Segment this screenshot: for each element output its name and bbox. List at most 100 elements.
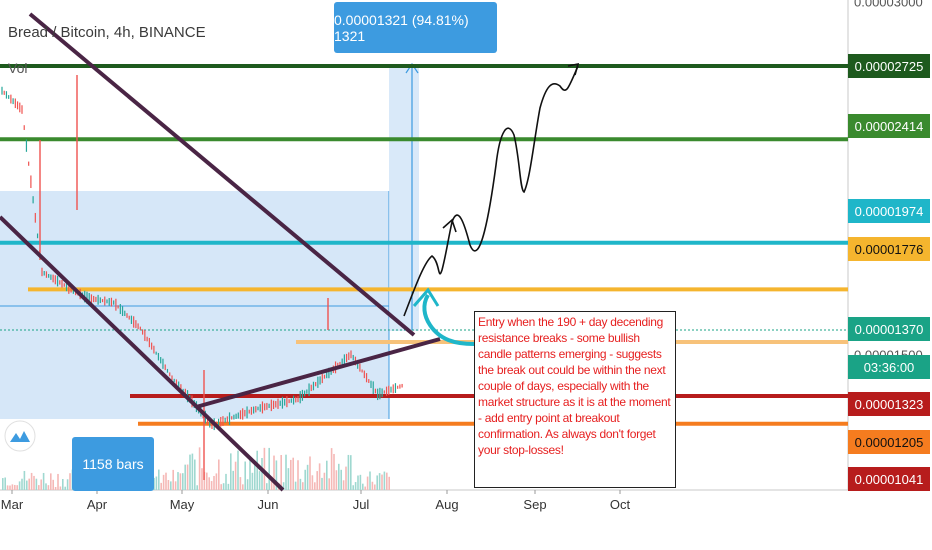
volume-bar [318, 463, 321, 490]
volume-bar [333, 453, 335, 490]
volume-bar [359, 474, 362, 490]
volume-bar [203, 471, 206, 490]
time-tick-label: May [170, 497, 195, 512]
price-tick-label: 0.00003000 [854, 0, 923, 9]
price-level-tag[interactable]: 0.00002725 [848, 54, 930, 78]
volume-bar [179, 473, 182, 490]
volume-bar [321, 477, 323, 490]
volume-bar [153, 477, 155, 490]
volume-bar [210, 481, 213, 490]
volume-bar [215, 473, 218, 490]
volume-bar [364, 486, 366, 490]
time-tick-label: Oct [610, 497, 631, 512]
volume-bar [50, 473, 52, 490]
volume-bar [45, 483, 47, 490]
volume-bar [222, 483, 225, 490]
volume-bar [381, 474, 383, 490]
volume-bar [304, 469, 306, 490]
volume-bar [287, 468, 290, 490]
volume-bar [376, 475, 378, 490]
volume-bars [2, 447, 390, 490]
volume-bar [158, 469, 160, 490]
volume-bar [201, 468, 203, 490]
volume-bar [254, 463, 256, 490]
volume-bar [347, 454, 350, 490]
volume-bar [388, 476, 390, 490]
trendline-lower-descending[interactable] [0, 215, 285, 492]
price-range-band [389, 64, 419, 331]
price-level-tag[interactable]: 0.00001974 [848, 199, 930, 223]
volume-bar [174, 481, 177, 490]
volume-bar [9, 485, 11, 490]
price-level-tag[interactable]: 0.00001041 [848, 467, 930, 491]
time-axis-labels: Mar Apr May Jun Jul Aug Sep Oct [1, 490, 631, 512]
volume-bar [357, 475, 359, 490]
volume-bar [59, 486, 62, 490]
volume-bar [186, 464, 189, 490]
volume-bar [352, 485, 354, 490]
volume-bar [242, 484, 244, 490]
volume-bar [30, 472, 33, 490]
volume-bar [206, 472, 208, 490]
volume-bar [198, 447, 201, 490]
volume-bar [225, 473, 227, 490]
volume-bar [335, 470, 338, 490]
volume-bar [330, 448, 333, 490]
tradingview-logo[interactable] [4, 420, 36, 452]
volume-bar [11, 484, 14, 490]
volume-bar [261, 457, 263, 490]
volume-bar [297, 460, 299, 490]
volume-bar [369, 471, 371, 490]
time-tick-label: Aug [435, 497, 458, 512]
volume-bar [69, 473, 71, 490]
volume-bar [280, 455, 282, 490]
volume-bar [234, 461, 237, 490]
volume-bar [155, 476, 158, 490]
volume-bar [189, 454, 191, 490]
volume-bar [35, 478, 38, 490]
volume-bar [165, 472, 167, 490]
chart-title: Bread / Bitcoin, 4h, BINANCE [8, 24, 206, 41]
volume-bar [16, 485, 18, 490]
price-level-tag[interactable]: 0.00001370 [848, 317, 930, 341]
volume-bar [232, 470, 234, 490]
volume-bar [362, 483, 364, 490]
volume-bar [64, 486, 66, 490]
price-level-tag[interactable]: 0.00001205 [848, 430, 930, 454]
projected-price-path[interactable] [403, 65, 579, 317]
volume-bar [258, 471, 261, 490]
volume-bar [213, 475, 215, 490]
volume-bar [26, 480, 28, 490]
volume-bar [54, 486, 57, 490]
volume-bar [4, 477, 6, 490]
volume-bar [383, 471, 386, 490]
volume-bar [273, 455, 275, 490]
trendline-ascending-support[interactable] [195, 337, 441, 409]
volume-bar [354, 482, 357, 490]
volume-bar [28, 478, 30, 490]
price-level-tag[interactable]: 0.00001776 [848, 237, 930, 261]
volume-bar [350, 455, 352, 490]
time-tick-label: Jul [353, 497, 370, 512]
price-level-tag[interactable]: 03:36:00 [848, 355, 930, 379]
volume-bar [244, 461, 246, 490]
price-level-tag[interactable]: 0.00002414 [848, 114, 930, 138]
volume-bar [170, 481, 172, 490]
bars-count-label: 1158 bars [72, 437, 154, 491]
logo-icon [4, 420, 36, 452]
entry-arrow[interactable] [422, 293, 475, 346]
price-level-tag[interactable]: 0.00001323 [848, 392, 930, 416]
volume-bar [23, 470, 26, 490]
volume-bar [311, 475, 314, 490]
volume-bar [246, 479, 249, 490]
volume-bar [177, 472, 179, 490]
trendline-upper-descending[interactable] [28, 12, 416, 337]
trade-idea-note[interactable]: Entry when the 190 + day decending resis… [474, 311, 676, 488]
date-range-selection[interactable] [0, 191, 389, 419]
volume-indicator-label[interactable]: Vol [8, 60, 28, 76]
volume-bar [263, 447, 266, 490]
volume-bar [316, 471, 318, 490]
volume-bar [309, 456, 311, 490]
volume-bar [2, 478, 4, 490]
